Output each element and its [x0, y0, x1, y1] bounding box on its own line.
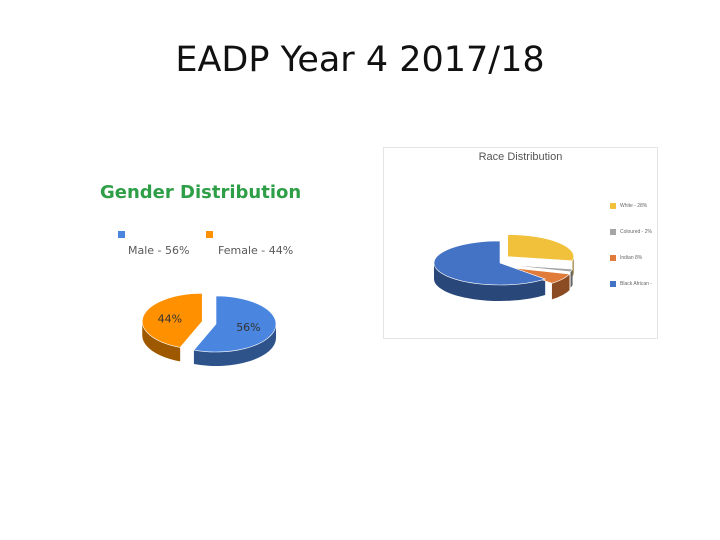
race-legend-swatch-black-african — [610, 281, 616, 287]
race-slice-3 — [433, 240, 547, 286]
gender-legend: Male - 56% Female - 44% — [116, 230, 316, 266]
race-legend-swatch-coloured — [610, 229, 616, 235]
race-legend-swatch-indian — [610, 255, 616, 261]
legend-label-male: Male - 56% — [128, 244, 190, 257]
race-slice-side-2-0 — [551, 274, 570, 300]
race-slice-1 — [507, 264, 574, 273]
race-legend-label-black-african: Black African - — [620, 281, 652, 287]
race-legend-swatch-white — [610, 203, 616, 209]
gender-data-label-0: 56% — [236, 321, 260, 334]
race-legend-label-indian: Indian 8% — [620, 255, 643, 261]
race-pie-svg — [433, 234, 575, 301]
slide-title: EADP Year 4 2017/18 — [175, 40, 545, 80]
gender-pie-svg: 56% 44% — [141, 293, 277, 366]
race-chart: Race Distribution White - 28% Coloured -… — [383, 147, 658, 339]
race-slice-side-3-0 — [434, 263, 546, 301]
race-legend-label-coloured: Coloured - 2% — [620, 229, 652, 235]
race-slice-side-0-1 — [572, 256, 574, 277]
gender-slice-0 — [193, 295, 277, 353]
race-legend-label-white: White - 28% — [620, 203, 648, 209]
gender-slice-1 — [141, 293, 203, 348]
gender-chart: 56% 44% Gender Distribution Male - 56% Fe… — [96, 178, 316, 378]
gender-slice-side-1-0 — [142, 321, 181, 362]
gender-chart-title: Gender Distribution — [100, 182, 302, 203]
legend-label-female: Female - 44% — [218, 244, 294, 257]
race-slice-0 — [507, 234, 575, 262]
gender-slice-side-0-1 — [193, 324, 276, 366]
legend-swatch-male — [118, 231, 125, 238]
race-title-background — [464, 148, 577, 166]
race-chart-title: Race Distribution — [478, 151, 563, 163]
legend-swatch-female — [206, 231, 213, 238]
gender-data-label-1: 44% — [158, 312, 182, 325]
race-slice-side-1-0 — [570, 269, 573, 288]
